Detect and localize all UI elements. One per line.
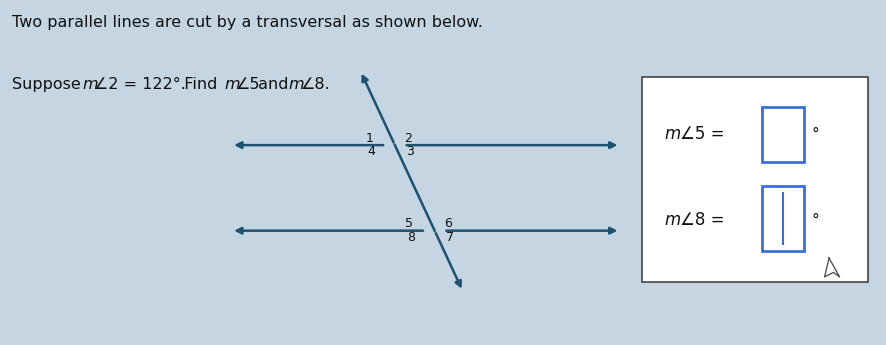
Text: Find: Find xyxy=(174,77,222,92)
Text: 8: 8 xyxy=(407,231,415,244)
FancyBboxPatch shape xyxy=(761,107,804,161)
Text: °: ° xyxy=(811,213,818,228)
Text: 1: 1 xyxy=(365,132,373,145)
FancyBboxPatch shape xyxy=(641,77,867,282)
Text: and: and xyxy=(253,77,293,92)
Text: 5: 5 xyxy=(405,217,413,230)
Text: 6: 6 xyxy=(444,217,452,230)
Text: 2: 2 xyxy=(404,132,412,145)
FancyBboxPatch shape xyxy=(761,186,804,251)
Text: Two parallel lines are cut by a transversal as shown below.: Two parallel lines are cut by a transver… xyxy=(12,15,482,30)
Text: ∠8 =: ∠8 = xyxy=(679,211,728,229)
Text: 4: 4 xyxy=(367,145,375,158)
Text: m: m xyxy=(664,211,680,229)
Text: m: m xyxy=(82,77,98,92)
Text: °: ° xyxy=(811,127,818,142)
Text: m: m xyxy=(289,77,304,92)
Text: ∠5: ∠5 xyxy=(236,77,260,92)
Text: ∠2 = 122°.: ∠2 = 122°. xyxy=(94,77,186,92)
Text: 3: 3 xyxy=(406,145,414,158)
Text: m: m xyxy=(224,77,239,92)
Text: 7: 7 xyxy=(446,231,454,244)
Text: ∠8.: ∠8. xyxy=(300,77,330,92)
Text: Suppose: Suppose xyxy=(12,77,86,92)
Text: m: m xyxy=(664,125,680,143)
Text: ∠5 =: ∠5 = xyxy=(679,125,728,143)
